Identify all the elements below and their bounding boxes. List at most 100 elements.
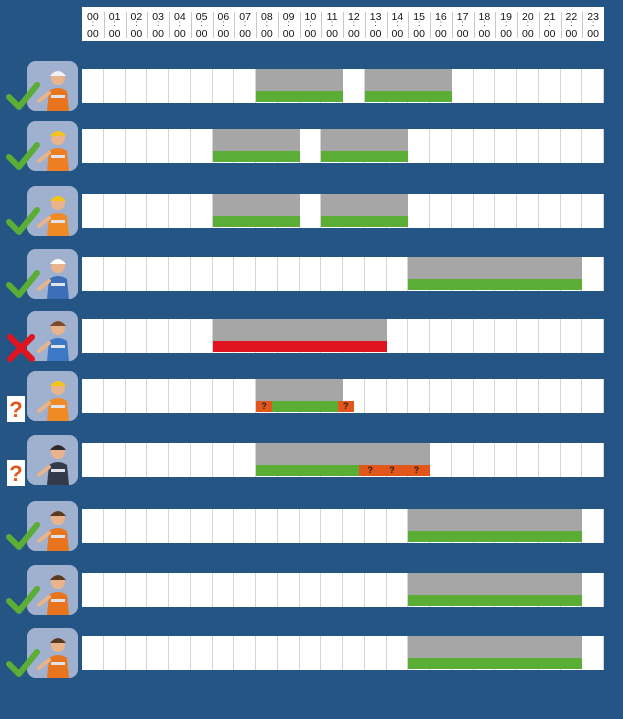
hour-cell	[582, 319, 604, 353]
checkmark-icon	[6, 648, 40, 683]
hour-cell	[190, 257, 213, 291]
hour-value: 19	[500, 11, 512, 23]
hour-cell	[430, 194, 452, 228]
timeline-track	[82, 573, 604, 607]
hour-cell	[408, 379, 430, 413]
hour-cell	[451, 194, 474, 228]
hour-label: 00:00	[82, 7, 104, 41]
hour-colon: :	[157, 19, 160, 28]
attendance-bar	[272, 401, 338, 412]
unknown-segment: ?	[337, 401, 354, 412]
hour-cell	[517, 379, 539, 413]
worker-avatar	[27, 565, 78, 615]
hour-label: 03:00	[147, 7, 169, 41]
minute-value: 00	[348, 28, 360, 40]
hour-label: 06:00	[213, 7, 235, 41]
hour-cell	[234, 573, 256, 607]
hour-label: 21:00	[539, 7, 561, 41]
hour-label: 14:00	[387, 7, 409, 41]
hour-label: 04:00	[169, 7, 191, 41]
worker-phone-icon	[27, 61, 78, 111]
hour-cell	[343, 257, 365, 291]
hour-divider	[256, 12, 257, 38]
planned-shift-bar	[364, 69, 452, 92]
checkmark-icon	[6, 521, 40, 556]
minute-value: 00	[500, 28, 512, 40]
hour-divider	[343, 12, 344, 38]
minute-value: 00	[478, 28, 491, 40]
hour-cell	[582, 573, 604, 607]
timeline-track	[82, 509, 604, 543]
minute-value: 00	[369, 28, 382, 40]
attendance-bar	[408, 279, 583, 290]
hour-cell	[125, 573, 148, 607]
minute-value: 00	[413, 28, 425, 40]
hour-divider	[451, 12, 453, 38]
hour-cell	[386, 636, 409, 670]
worker-welder-mask-icon	[27, 435, 78, 485]
hour-cell	[82, 69, 104, 103]
hour-cell	[82, 509, 104, 543]
hour-colon: :	[113, 19, 116, 28]
hour-colon: :	[505, 19, 508, 28]
unknown-segment: ?	[381, 465, 403, 476]
unknown-segment: ?	[359, 465, 382, 476]
hour-colon: :	[418, 19, 421, 28]
checkmark-icon	[6, 206, 40, 241]
hour-colon: :	[287, 19, 290, 28]
hour-cell	[125, 509, 148, 543]
minute-value: 00	[130, 28, 143, 40]
hour-cell	[386, 319, 409, 353]
hour-label: 15:00	[408, 7, 430, 41]
minute-value: 00	[152, 28, 164, 40]
hour-cell	[299, 509, 322, 543]
hour-value: 00	[87, 11, 99, 23]
hour-colon: :	[483, 19, 486, 28]
attendance-bar	[256, 465, 360, 476]
timeline-track	[82, 636, 604, 670]
hour-cell	[212, 379, 235, 413]
hour-cell	[560, 129, 583, 163]
hour-cell	[364, 636, 387, 670]
minute-value: 00	[174, 28, 186, 40]
hour-cell	[147, 636, 169, 670]
hour-colon: :	[91, 19, 94, 28]
hour-divider	[277, 12, 279, 38]
hour-cell	[82, 443, 104, 477]
hour-cell	[538, 69, 561, 103]
hour-cell	[321, 636, 343, 670]
hour-cell	[386, 379, 409, 413]
planned-shift-bar	[408, 573, 583, 596]
planned-shift-bar	[321, 129, 409, 152]
question-icon: ?	[7, 460, 25, 491]
minute-value: 00	[543, 28, 556, 40]
hour-label: 23:00	[582, 7, 604, 41]
hour-cell	[582, 194, 604, 228]
hour-cell	[582, 509, 604, 543]
hour-cell	[386, 257, 409, 291]
hour-colon: :	[352, 19, 355, 28]
hour-label: 05:00	[191, 7, 213, 41]
hour-label: 02:00	[126, 7, 148, 41]
hour-divider	[473, 12, 475, 38]
hour-cell	[169, 443, 191, 477]
hour-cell	[169, 257, 191, 291]
hour-colon: :	[331, 19, 334, 28]
hour-divider	[430, 12, 431, 38]
hour-cell	[343, 573, 365, 607]
hour-cell	[212, 257, 235, 291]
hour-cell	[82, 129, 104, 163]
svg-text:?: ?	[9, 397, 22, 422]
hour-cell	[103, 443, 126, 477]
hour-value: 13	[369, 11, 382, 23]
worker-arms-crossed-icon	[27, 371, 78, 421]
hour-colon: :	[570, 19, 573, 28]
hour-value: 20	[522, 11, 534, 23]
hour-cell	[408, 129, 430, 163]
hour-cell	[473, 69, 496, 103]
planned-shift-bar	[321, 194, 409, 217]
svg-text:?: ?	[9, 461, 22, 486]
minute-value: 00	[435, 28, 447, 40]
hour-cell	[560, 379, 583, 413]
hour-value: 06	[217, 11, 230, 23]
